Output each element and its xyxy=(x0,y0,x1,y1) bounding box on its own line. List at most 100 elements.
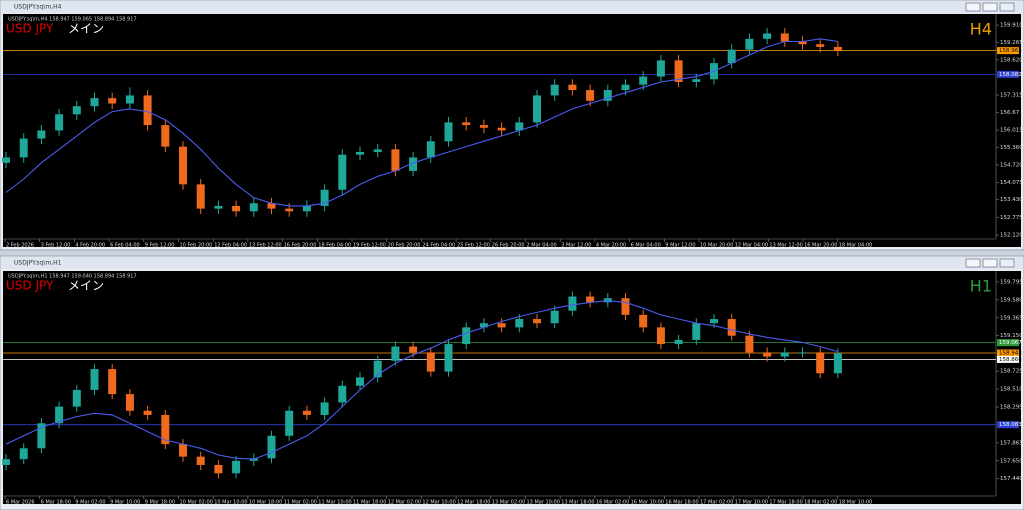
candle-body xyxy=(249,203,258,212)
price-level-tag xyxy=(997,70,1019,78)
price-level-tag xyxy=(997,349,1019,357)
moving-average xyxy=(5,300,839,460)
window-button[interactable] xyxy=(965,2,981,12)
x-tick-label: 20 Feb 20:00 xyxy=(388,243,421,249)
y-tick-label: 156.015 xyxy=(1000,128,1023,134)
candle-body xyxy=(745,38,754,50)
candle-body xyxy=(285,410,294,436)
candle-body xyxy=(745,335,754,353)
x-tick-label: 13 Mar 02:00 xyxy=(492,500,525,506)
window-button[interactable] xyxy=(982,258,998,268)
x-tick-label: 12 Mar 04:00 xyxy=(735,243,768,249)
y-tick-label: 159.265 xyxy=(1000,40,1023,46)
mode-label: メイン xyxy=(68,22,104,36)
candle-body xyxy=(497,127,506,131)
x-tick-label: 17 Mar 10:00 xyxy=(735,500,768,506)
candle-body xyxy=(320,402,329,415)
x-tick-label: 13 Feb 12:00 xyxy=(249,243,282,249)
candle-body xyxy=(338,385,347,403)
x-tick-label: 3 Mar 12:00 xyxy=(561,243,591,249)
x-tick-label: 10 Mar 02:00 xyxy=(180,500,213,506)
x-tick-label: 4 Mar 20:00 xyxy=(596,243,626,249)
price-level-label: 158.082 xyxy=(999,72,1022,78)
x-tick-label: 12 Mar 18:00 xyxy=(457,500,490,506)
candle-body xyxy=(373,360,382,378)
price-level-label: 159.067 xyxy=(999,340,1022,346)
moving-average xyxy=(5,38,838,207)
window-button[interactable] xyxy=(999,258,1015,268)
chart-area xyxy=(3,14,1021,247)
x-tick-label: 2 Mar 04:00 xyxy=(527,243,557,249)
candle-body xyxy=(639,76,648,85)
candle-body xyxy=(285,208,294,212)
x-tick-label: 9 Mar 02:00 xyxy=(75,500,105,506)
candle-body xyxy=(90,369,99,390)
price-level-tag xyxy=(997,339,1019,347)
y-tick-label: 157.650 xyxy=(1000,458,1023,464)
x-tick-label: 9 Feb 12:00 xyxy=(145,243,175,249)
x-tick-label: 18 Feb 04:00 xyxy=(318,243,351,249)
y-tick-label: 156.67 xyxy=(1000,110,1020,116)
title-bar xyxy=(1,257,1023,269)
candle-body xyxy=(125,394,134,411)
candle-body xyxy=(621,298,630,315)
y-tick-label: 159.910 xyxy=(1000,23,1023,29)
candle-body xyxy=(143,95,152,126)
candle-body xyxy=(727,49,736,64)
price-level-label: 158.083 xyxy=(999,422,1022,428)
candle-body xyxy=(833,46,842,51)
x-tick-label: 17 Mar 18:00 xyxy=(769,500,802,506)
candle-body xyxy=(409,346,418,353)
timeframe-label: H4 xyxy=(970,20,992,39)
x-tick-label: 13 Mar 10:00 xyxy=(527,500,560,506)
window-button[interactable] xyxy=(999,2,1015,12)
y-tick-label: 152.775 xyxy=(1000,215,1023,221)
candle-body xyxy=(603,90,612,101)
y-tick-label: 159.580 xyxy=(1000,297,1023,303)
candle-body xyxy=(2,157,10,163)
x-tick-label: 26 Feb 20:00 xyxy=(492,243,525,249)
candle-body xyxy=(798,41,807,45)
candle-body xyxy=(267,435,276,459)
x-tick-label: 13 Mar 12:00 xyxy=(769,243,802,249)
x-tick-label: 9 Mar 12:00 xyxy=(665,243,695,249)
window-title: USDJPY.sq\m,H4 xyxy=(14,4,62,11)
candle-body xyxy=(674,60,683,82)
candle-body xyxy=(444,344,453,372)
x-tick-label: 18 Mar 10:00 xyxy=(839,500,872,506)
candle-body xyxy=(816,352,825,374)
window-button[interactable] xyxy=(982,2,998,12)
info-line: USDJPY.sq\m,H1 158.947 159.040 158.894 1… xyxy=(8,274,137,280)
title-bar xyxy=(1,1,1023,13)
candle-body xyxy=(196,184,205,209)
window-button[interactable] xyxy=(965,258,981,268)
candle-body xyxy=(232,460,241,474)
y-tick-label: 152.120 xyxy=(1000,233,1023,239)
symbol-label: USD JPY xyxy=(6,22,54,36)
y-tick-label: 154.720 xyxy=(1000,162,1023,168)
candle-body xyxy=(763,352,772,357)
x-tick-label: 16 Mar 18:00 xyxy=(665,500,698,506)
candle-body xyxy=(568,296,577,311)
x-tick-label: 6 Mar 18:00 xyxy=(41,500,71,506)
candle-body xyxy=(214,464,223,474)
x-tick-label: 19 Feb 12:00 xyxy=(353,243,386,249)
candle-body xyxy=(515,319,524,328)
candle-body xyxy=(37,423,46,449)
x-tick-label: 11 Mar 02:00 xyxy=(284,500,317,506)
candle-body xyxy=(497,323,506,328)
x-tick-label: 10 Mar 18:00 xyxy=(249,500,282,506)
price-level-tag xyxy=(997,421,1019,429)
candle-body xyxy=(232,205,241,212)
x-tick-label: 11 Mar 18:00 xyxy=(353,500,386,506)
x-tick-label: 12 Mar 10:00 xyxy=(422,500,455,506)
price-level-tag xyxy=(997,47,1019,55)
candle-body xyxy=(391,346,400,361)
y-tick-label: 159.365 xyxy=(1000,315,1023,321)
candle-body xyxy=(55,114,64,131)
candle-body xyxy=(444,122,453,142)
x-tick-label: 2 Feb 2026 xyxy=(6,243,34,249)
candle-body xyxy=(515,122,524,131)
y-tick-label: 158.725 xyxy=(1000,369,1023,375)
